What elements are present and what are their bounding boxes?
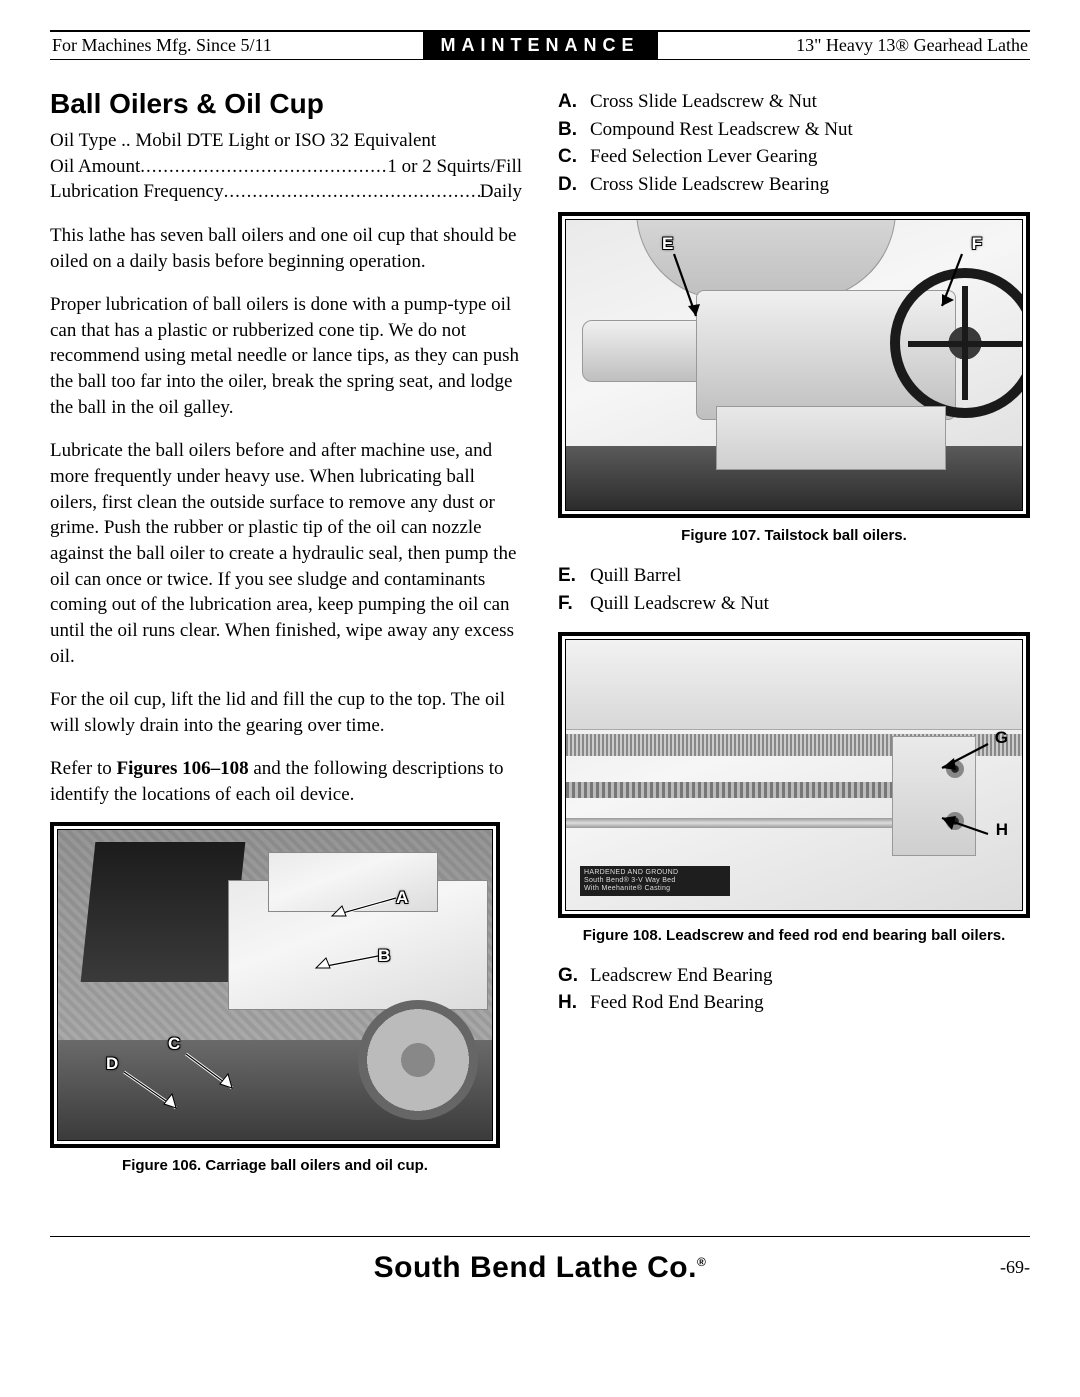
paragraph-2: Proper lubrication of ball oilers is don… — [50, 292, 522, 420]
arrow-icon — [932, 250, 972, 314]
figure-108-caption: Figure 108. Leadscrew and feed rod end b… — [558, 926, 1030, 946]
spec-value: 1 or 2 Squirts/Fill — [387, 154, 522, 180]
figure-107-caption: Figure 107. Tailstock ball oilers. — [558, 526, 1030, 546]
page-footer: South Bend Lathe Co.® -69- — [50, 1237, 1030, 1285]
paragraph-5: Refer to Figures 106–108 and the followi… — [50, 756, 522, 807]
left-column: Ball Oilers & Oil Cup Oil Type .. Mobil … — [50, 88, 522, 1176]
list-val: Feed Rod End Bearing — [590, 989, 764, 1017]
fig106-label-a: A — [396, 888, 408, 908]
list-val: Cross Slide Leadscrew & Nut — [590, 88, 817, 116]
fig106-label-d: D — [106, 1054, 118, 1074]
spec-line-oil-amount: Oil Amount 1 or 2 Squirts/Fill — [50, 154, 522, 180]
list-item: A.Cross Slide Leadscrew & Nut — [558, 88, 1030, 116]
list-key: E. — [558, 562, 590, 590]
figure-106-image: A B C D — [57, 829, 493, 1141]
arrow-icon — [934, 812, 994, 842]
header-right-text: 13" Heavy 13® Gearhead Lathe — [658, 32, 1031, 59]
figure-107-image: E F — [565, 219, 1023, 511]
spec-line-oil-type: Oil Type .. Mobil DTE Light or ISO 32 Eq… — [50, 128, 522, 154]
registered-icon: ® — [697, 1255, 706, 1269]
arrow-icon — [118, 1066, 184, 1114]
spec-dots — [224, 179, 480, 205]
header-left-text: For Machines Mfg. Since 5/11 — [50, 32, 423, 59]
arrow-icon — [934, 740, 994, 774]
page-header: For Machines Mfg. Since 5/11 MAINTENANCE… — [50, 30, 1030, 60]
fig108-label-h: H — [996, 820, 1008, 840]
list-key: D. — [558, 171, 590, 199]
list-val: Leadscrew End Bearing — [590, 962, 773, 990]
figure-108-image: HARDENED AND GROUND South Bend® 3-V Way … — [565, 639, 1023, 911]
list-item: C.Feed Selection Lever Gearing — [558, 143, 1030, 171]
arrow-icon — [180, 1048, 240, 1094]
arrow-icon — [666, 250, 706, 324]
list-key: C. — [558, 143, 590, 171]
list-gh: G.Leadscrew End Bearing H.Feed Rod End B… — [558, 962, 1030, 1017]
paragraph-4: For the oil cup, lift the lid and fill t… — [50, 687, 522, 738]
fig108-bed-top — [566, 640, 1022, 730]
spec-value: Mobil DTE Light or ISO 32 Equivalent — [135, 128, 436, 154]
list-item: F.Quill Leadscrew & Nut — [558, 590, 1030, 618]
list-val: Feed Selection Lever Gearing — [590, 143, 817, 171]
paragraph-3: Lubricate the ball oilers before and aft… — [50, 438, 522, 669]
paragraph-1: This lathe has seven ball oilers and one… — [50, 223, 522, 274]
list-ef: E.Quill Barrel F.Quill Leadscrew & Nut — [558, 562, 1030, 617]
spec-label: Lubrication Frequency — [50, 179, 224, 205]
spec-value: Daily — [480, 179, 522, 205]
list-item: E.Quill Barrel — [558, 562, 1030, 590]
list-val: Quill Barrel — [590, 562, 681, 590]
list-item: H.Feed Rod End Bearing — [558, 989, 1030, 1017]
header-section-band: MAINTENANCE — [423, 32, 658, 59]
right-column: A.Cross Slide Leadscrew & Nut B.Compound… — [558, 88, 1030, 1176]
spec-dots — [140, 154, 387, 180]
arrow-icon — [324, 892, 402, 922]
figure-107: E F — [558, 212, 1030, 518]
list-key: G. — [558, 962, 590, 990]
fig106-toolpost — [81, 842, 246, 982]
spec-label: Oil Type — [50, 128, 116, 154]
list-abcd: A.Cross Slide Leadscrew & Nut B.Compound… — [558, 88, 1030, 198]
list-key: B. — [558, 116, 590, 144]
list-item: D.Cross Slide Leadscrew Bearing — [558, 171, 1030, 199]
p5-pre: Refer to — [50, 758, 116, 779]
fig108-feed-rod — [566, 818, 932, 828]
list-val: Quill Leadscrew & Nut — [590, 590, 769, 618]
fig108-nameplate: HARDENED AND GROUND South Bend® 3-V Way … — [580, 866, 730, 895]
list-val: Compound Rest Leadscrew & Nut — [590, 116, 853, 144]
section-title: Ball Oilers & Oil Cup — [50, 88, 522, 120]
fig107-label-e: E — [662, 234, 673, 254]
p5-figref: Figures 106–108 — [116, 758, 248, 779]
spec-line-frequency: Lubrication Frequency Daily — [50, 179, 522, 205]
fig106-handwheel — [358, 1000, 478, 1120]
figure-108: HARDENED AND GROUND South Bend® 3-V Way … — [558, 632, 1030, 918]
list-key: A. — [558, 88, 590, 116]
list-val: Cross Slide Leadscrew Bearing — [590, 171, 829, 199]
spec-sep: .. — [116, 128, 135, 154]
figure-106-caption: Figure 106. Carriage ball oilers and oil… — [50, 1156, 500, 1176]
content-columns: Ball Oilers & Oil Cup Oil Type .. Mobil … — [50, 88, 1030, 1176]
list-key: H. — [558, 989, 590, 1017]
fig107-base — [716, 406, 946, 470]
list-item: B.Compound Rest Leadscrew & Nut — [558, 116, 1030, 144]
fig106-label-b: B — [378, 946, 390, 966]
footer-brand: South Bend Lathe Co.® — [374, 1251, 707, 1285]
arrow-icon — [310, 948, 384, 974]
spec-label: Oil Amount — [50, 154, 140, 180]
fig107-label-f: F — [972, 234, 982, 254]
page-number: -69- — [1000, 1257, 1030, 1278]
fig108-label-g: G — [995, 728, 1008, 748]
fig106-label-c: C — [168, 1034, 180, 1054]
list-item: G.Leadscrew End Bearing — [558, 962, 1030, 990]
fig108-leadscrew — [566, 782, 932, 798]
list-key: F. — [558, 590, 590, 618]
footer-brand-text: South Bend Lathe Co. — [374, 1251, 697, 1284]
figure-106: A B C D — [50, 822, 500, 1148]
